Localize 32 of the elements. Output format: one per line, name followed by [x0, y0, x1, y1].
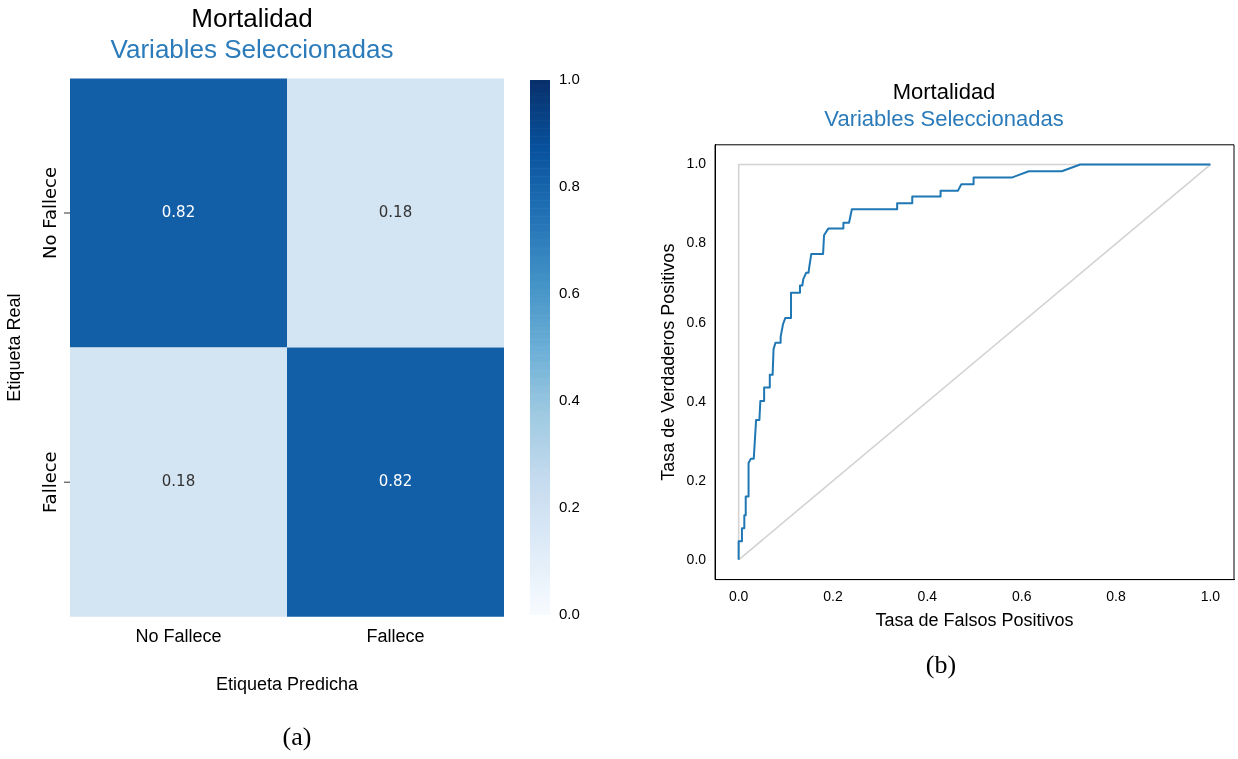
x-tick-label: 0.6 [1011, 587, 1032, 604]
x-tick-label: 0.4 [917, 587, 938, 604]
y-tick-label: 1.0 [686, 155, 707, 172]
data-label: 0.82 [378, 472, 413, 491]
chart-subtitle: Variables Seleccionadas [110, 33, 394, 64]
x-tick-label: 0.0 [728, 587, 749, 604]
y-tick-label: 0.0 [686, 550, 707, 567]
color-bar-label: 0.4 [559, 391, 580, 409]
y-axis-title: Tasa de Verdaderos Positivos [657, 243, 678, 481]
y-tick-label: 0.2 [686, 471, 707, 488]
y-tick-label: 0.8 [686, 234, 707, 251]
data-label: 0.18 [378, 202, 413, 221]
chart-subtitle: Variables Seleccionadas [824, 105, 1064, 131]
color-bar-label: 0.0 [559, 604, 580, 622]
color-bar-label: 0.6 [559, 284, 580, 302]
color-bar-label: 0.8 [559, 177, 580, 195]
x-axis-title: Tasa de Falsos Positivos [875, 610, 1074, 631]
color-bar-label: 1.0 [559, 70, 580, 88]
y-tick-label: 0.4 [686, 392, 707, 409]
color-bar-label: 0.2 [559, 498, 580, 516]
x-tick-label: 0.2 [823, 587, 843, 604]
y-axis-title: Etiqueta Real [3, 293, 24, 402]
chart-title: Mortalidad [892, 79, 996, 105]
y-tick-label: 0.6 [686, 313, 707, 330]
x-tick-label: 1.0 [1200, 587, 1221, 604]
chart-title: Mortalidad [191, 2, 313, 33]
data-label: 0.82 [161, 202, 196, 221]
x-axis-title: Etiqueta Predicha [215, 674, 360, 695]
x-tick-label: 0.8 [1106, 587, 1126, 604]
text: (b) [925, 650, 957, 680]
data-label: 0.18 [161, 472, 196, 491]
text: (a) [282, 722, 312, 752]
